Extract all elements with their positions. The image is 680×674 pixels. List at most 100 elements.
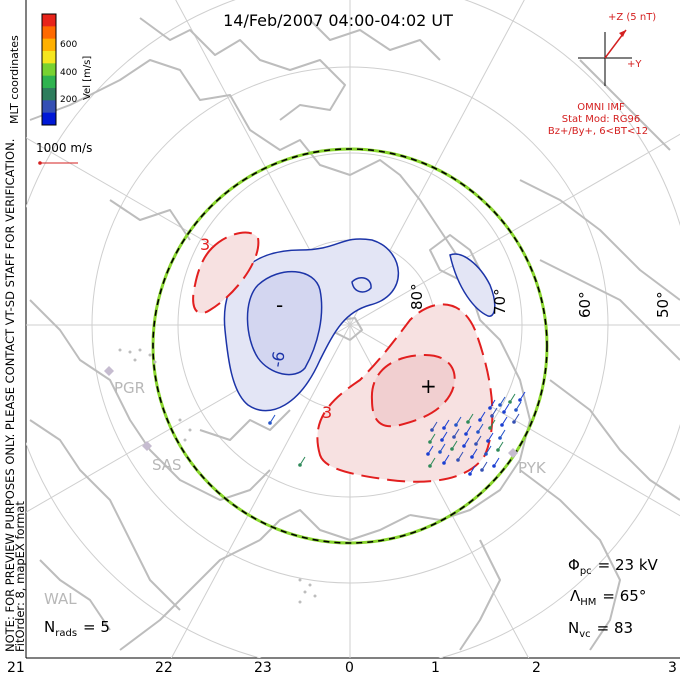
imf-source: OMNI IMF <box>577 102 625 113</box>
dawn-cell-inner-contour <box>246 271 323 376</box>
colorbar-segment <box>42 100 56 114</box>
map-title: 14/Feb/2007 04:00-04:02 UT <box>223 11 453 30</box>
hm-boundary <box>152 148 548 544</box>
mlt-label-22: 22 <box>155 660 173 674</box>
velocity-vector-origin <box>438 450 442 454</box>
lat-label-80: 80° <box>408 283 426 310</box>
dawn-cell-small-contour <box>351 277 372 293</box>
lat-label-70: 70° <box>491 288 509 315</box>
velocity-vector-origin <box>486 439 490 443</box>
mlt-label-1: 1 <box>431 660 440 674</box>
velocity-vector-origin <box>492 464 496 468</box>
velocity-vector-origin <box>426 452 430 456</box>
mlt-label-2: 2 <box>532 660 541 674</box>
velocity-vector-origin <box>298 463 302 467</box>
potential-max-marker: + <box>420 374 437 398</box>
velocity-vector-origin <box>452 435 456 439</box>
stat-n-vc: Nvc = 83 <box>568 619 633 640</box>
coastlines <box>29 17 680 651</box>
colorbar-tick-200: 200 <box>60 95 77 105</box>
velocity-vector-origin <box>466 420 470 424</box>
colorbar-segment <box>42 26 56 40</box>
imf-model: Stat Mod: RG96 <box>562 114 641 125</box>
station-pyk: PYK <box>518 459 547 477</box>
velocity-vector-origin <box>428 440 432 444</box>
colorbar-label: Vel [m/s] <box>82 56 93 100</box>
lat-label-50: 50° <box>654 291 672 318</box>
lat-label-60: 60° <box>576 291 594 318</box>
stat-lambda-hm: ΛHM = 65° <box>570 587 646 608</box>
velocity-vector-origin <box>456 458 460 462</box>
velocity-vector-origin <box>478 418 482 422</box>
velocity-vector-origin <box>484 452 488 456</box>
colorbar-segment <box>42 75 56 89</box>
velocity-vector-origin <box>450 447 454 451</box>
colorbar-segment <box>42 14 56 27</box>
imf-conditions: Bz+/By+, 6<BT<12 <box>548 126 648 137</box>
stat-n-rads: Nrads = 5 <box>44 618 110 639</box>
velocity-vector-origin <box>428 464 432 468</box>
fit-order-label: FitOrder: 8, mapEX format <box>13 501 27 652</box>
colorbar-tick-600: 600 <box>60 40 77 50</box>
station-pgr: PGR <box>114 379 145 397</box>
station-sas: SAS <box>152 456 182 474</box>
mlt-label-3: 3 <box>668 660 677 674</box>
velocity-vector-origin <box>476 430 480 434</box>
station-wal: WAL <box>44 590 77 608</box>
velocity-vector-origin <box>268 421 272 425</box>
velocity-vector-origin <box>502 410 506 414</box>
secondary-negative-cell <box>449 253 496 317</box>
velocity-vector-origin <box>488 426 492 430</box>
potential-min-marker: - <box>276 293 283 317</box>
velocity-vector-origin <box>490 414 494 418</box>
velocity-vector-origin <box>442 426 446 430</box>
colorbar-segment <box>42 88 56 101</box>
secondary-positive-cell <box>192 231 260 315</box>
velocity-vector-origin <box>498 436 502 440</box>
colorbar-segment <box>42 38 56 52</box>
dusk-cell-inner-contour <box>370 353 456 428</box>
velocity-vector-origin <box>488 406 492 410</box>
velocity-vector-origin <box>468 472 472 476</box>
colorbar-segment <box>42 63 56 77</box>
imf-clock-dial <box>578 29 632 86</box>
scale-vector-label: 1000 m/s <box>36 141 92 155</box>
contour-label-pos-a: 3 <box>200 235 210 254</box>
contour-label-pos-b: 3 <box>322 403 332 422</box>
velocity-vector-origin <box>470 455 474 459</box>
coordinates-label: MLT coordinates <box>8 35 21 124</box>
mlt-label-21: 21 <box>7 660 25 674</box>
velocity-vector-origin <box>464 432 468 436</box>
imf-z-label: +Z (5 nT) <box>608 12 656 23</box>
preview-note: NOTE: FOR PREVIEW PURPOSES ONLY. PLEASE … <box>3 139 17 652</box>
velocity-vector-origin <box>430 428 434 432</box>
velocity-vector-origin <box>462 444 466 448</box>
contour-label-neg: -6 <box>267 350 288 369</box>
velocity-vector-origin <box>442 461 446 465</box>
colorbar-segment <box>42 51 56 64</box>
velocity-colorbar <box>41 13 57 126</box>
station-markers <box>104 366 518 458</box>
velocity-vector-origin <box>474 442 478 446</box>
imf-y-label: +Y <box>627 59 642 70</box>
velocity-vector-origin <box>518 398 522 402</box>
mlt-label-0: 0 <box>345 660 354 674</box>
velocity-vector-origin <box>512 420 516 424</box>
velocity-vector-origin <box>454 423 458 427</box>
velocity-vector-origin <box>440 438 444 442</box>
radar-fov-dots <box>118 348 317 604</box>
velocity-vector-origin <box>500 423 504 427</box>
mlt-label-23: 23 <box>254 660 272 674</box>
colorbar-border <box>41 13 57 126</box>
velocity-vector-origin <box>496 448 500 452</box>
stat-phi-pc: Φpc = 23 kV <box>568 556 659 577</box>
velocity-vector-origin <box>480 468 484 472</box>
colorbar-segment <box>42 112 56 126</box>
scale-vector-origin <box>38 161 42 165</box>
velocity-vectors <box>268 391 526 476</box>
velocity-vector-origin <box>498 403 502 407</box>
velocity-vector-origin <box>508 400 512 404</box>
velocity-vector-origin <box>514 408 518 412</box>
colorbar-tick-400: 400 <box>60 68 77 78</box>
